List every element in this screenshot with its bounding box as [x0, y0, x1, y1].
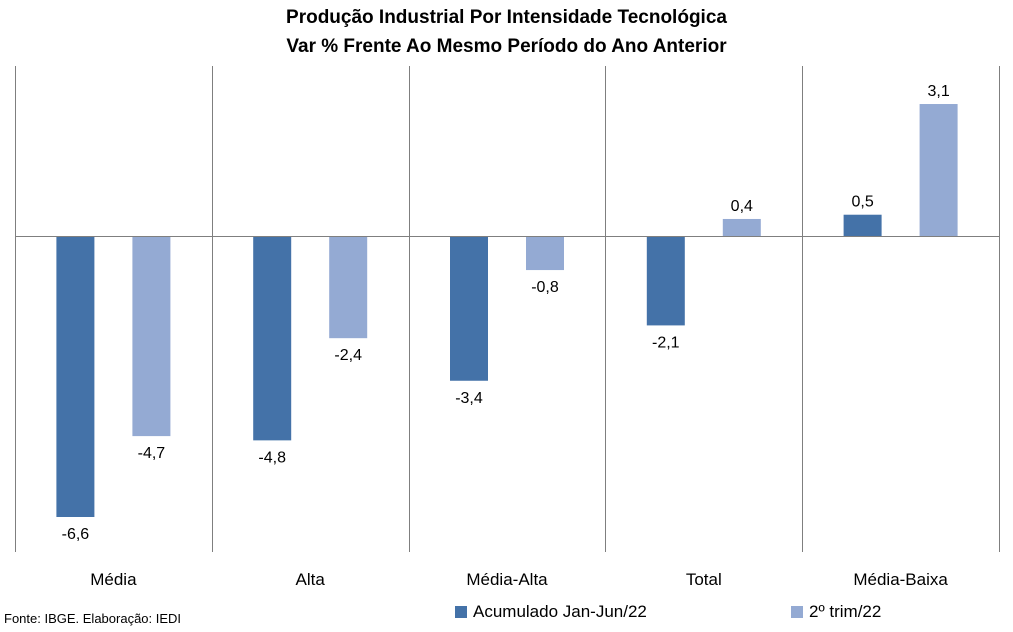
legend-label-accumulated: Acumulado Jan-Jun/22 [473, 602, 647, 621]
category-label: Média [90, 570, 137, 589]
data-label: -4,8 [258, 449, 286, 466]
legend-swatch-accumulated [455, 606, 467, 618]
bar-quarter [132, 236, 171, 437]
data-label: -2,1 [652, 334, 680, 351]
bar-chart: -6,6 -4,8 -3,4 -2,1 0,5 -4,7 -2,4 -0,8 0,4 3,1 Méd… [15, 66, 1000, 589]
category-label: Total [686, 570, 722, 589]
category-label: Alta [296, 570, 326, 589]
data-label: 0,4 [731, 198, 753, 215]
data-label: 3,1 [927, 83, 949, 100]
data-label: -0,8 [531, 279, 559, 296]
data-label: -2,4 [334, 347, 362, 364]
legend-label-quarter: 2º trim/22 [809, 602, 882, 621]
bar-quarter [919, 104, 958, 236]
data-label: -6,6 [62, 526, 90, 543]
bar-quarter [329, 236, 368, 339]
category-label: Média-Alta [466, 570, 548, 589]
legend-item-accumulated: Acumulado Jan-Jun/22 [455, 602, 647, 622]
bar-quarter [722, 218, 761, 236]
chart-subtitle: Var % Frente Ao Mesmo Período do Ano Ant… [286, 36, 727, 57]
bar-accumulated [843, 214, 882, 236]
data-label: 0,5 [851, 194, 873, 211]
legend-item-quarter: 2º trim/22 [791, 602, 881, 622]
source-note: Fonte: IBGE. Elaboração: IEDI [4, 611, 182, 626]
data-label: -4,7 [138, 445, 166, 462]
bar-accumulated [450, 236, 488, 381]
legend-swatch-quarter [791, 606, 803, 618]
bar-accumulated [56, 236, 95, 517]
chart-title: Produção Industrial Por Intensidade Tecn… [286, 7, 727, 28]
bar-accumulated [646, 236, 685, 326]
bar-quarter [526, 236, 564, 271]
category-label: Média-Baixa [853, 570, 948, 589]
data-label: -3,4 [455, 390, 483, 407]
bar-accumulated [253, 236, 292, 441]
